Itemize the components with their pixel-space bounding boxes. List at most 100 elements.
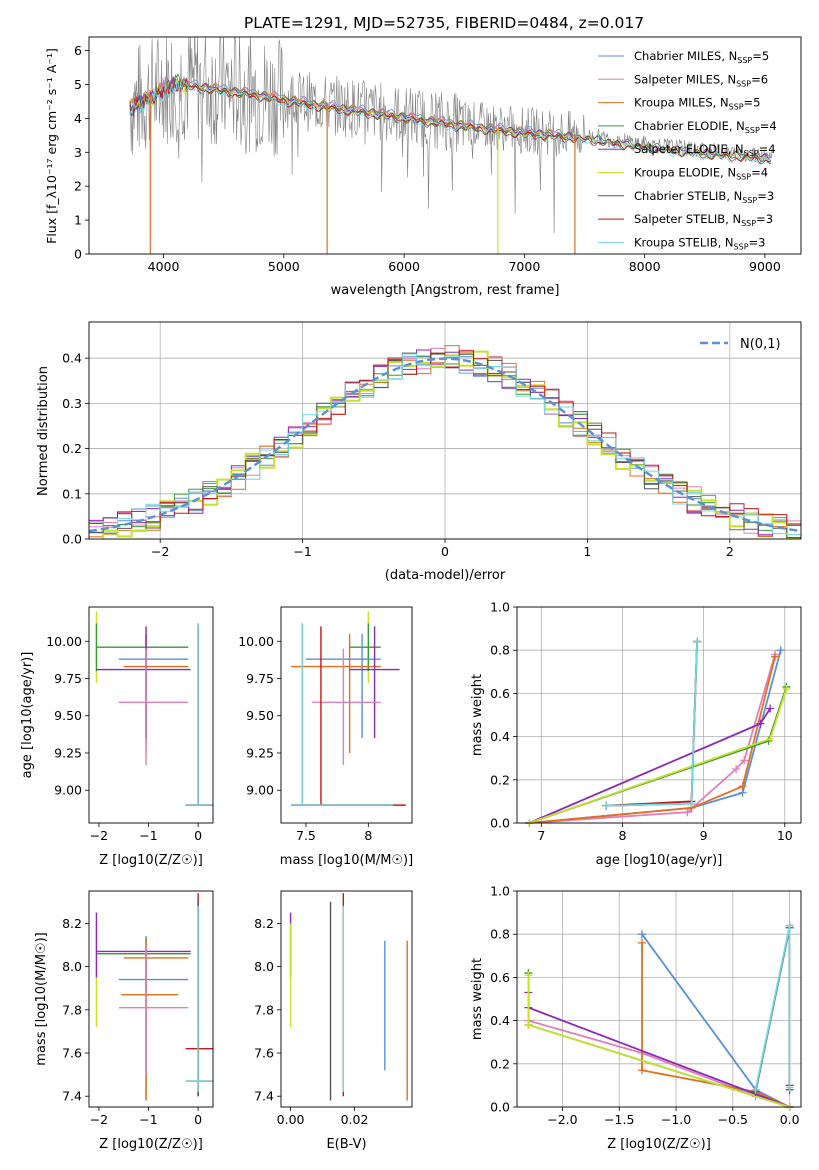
- weight-marker: [776, 646, 785, 655]
- y-tick-label: 0.2: [490, 1056, 510, 1071]
- x-tick-label: 2: [726, 544, 734, 559]
- plot-frame: [516, 606, 802, 824]
- x-tick-label: −2: [90, 828, 108, 843]
- plot-frame: [516, 890, 802, 1108]
- y-tick-label: 7.6: [62, 1046, 82, 1061]
- y-tick-label: 10.00: [238, 634, 274, 649]
- y-tick-label: 0.6: [490, 970, 510, 985]
- weight-line: [527, 973, 790, 1107]
- legend-entry: Kroupa STELIB, NSSP=3: [634, 235, 765, 251]
- legend-entry: Salpeter ELODIE, NSSP=4: [634, 142, 776, 158]
- y-tick-label: 9.25: [246, 745, 274, 760]
- legend-entry: Kroupa ELODIE, NSSP=4: [634, 166, 768, 182]
- weight-marker: [693, 637, 702, 646]
- y-tick-label: 8.0: [62, 959, 82, 974]
- x-tick-label: −2: [151, 544, 169, 559]
- normal-distribution-curve: [88, 357, 802, 533]
- weight-line: [527, 992, 790, 1107]
- weight-vs-age-panel: 7 8 9 10 0.0 0.2 0.4 0.6 0.8 1.0 age [log10(age/yr…: [470, 600, 802, 868]
- x-axis-label: Z [log10(Z/Z☉)]: [99, 853, 203, 868]
- x-tick-label: −2: [90, 1112, 108, 1127]
- y-tick-label: 1: [74, 213, 82, 228]
- y-tick-label: 8.2: [254, 916, 274, 931]
- y-tick-label: 0: [74, 247, 82, 262]
- y-tick-label: 0.3: [62, 396, 82, 411]
- weight-marker: [751, 1085, 760, 1094]
- y-tick-label: 0.4: [62, 351, 82, 366]
- y-tick-label: 1.0: [490, 884, 510, 899]
- legend-entry: Chabrier ELODIE, NSSP=4: [634, 119, 777, 135]
- weight-marker: [782, 685, 791, 694]
- y-axis-label: Flux [f_λ10⁻¹⁷ erg cm⁻² s⁻¹ A⁻¹]: [44, 48, 59, 244]
- x-tick-label: −1: [139, 828, 157, 843]
- x-tick-label: 0: [441, 544, 449, 559]
- y-tick-label: 0.2: [62, 441, 82, 456]
- weight-marker: [766, 734, 775, 743]
- x-tick-label: −2.0: [547, 1112, 577, 1127]
- legend-entry: Kroupa MILES, NSSP=5: [634, 96, 760, 112]
- plot-frame: [88, 606, 214, 824]
- weight-marker: [732, 765, 741, 773]
- y-axis-label: mass weight: [470, 958, 485, 1040]
- model-spectrum-line: [129, 79, 771, 164]
- x-axis-label: wavelength [Angstrom, rest frame]: [331, 283, 560, 298]
- y-tick-label: 0.4: [490, 1013, 510, 1028]
- weight-line: [641, 942, 790, 1107]
- model-spectrum-line: [129, 79, 772, 165]
- legend-entry: Chabrier MILES, NSSP=5: [634, 49, 769, 65]
- weight-marker: [524, 971, 533, 980]
- weight-line: [754, 925, 791, 1090]
- y-tick-label: 1.0: [490, 600, 510, 615]
- plot-frame: [280, 606, 413, 824]
- y-tick-label: 0.8: [490, 927, 510, 942]
- y-tick-label: 0.8: [490, 643, 510, 658]
- y-tick-label: 0.0: [490, 816, 510, 831]
- y-tick-label: 7.4: [254, 1089, 274, 1104]
- weight-marker: [740, 756, 749, 765]
- model-spectrum-line: [129, 78, 771, 165]
- legend-entry: Chabrier STELIB, NSSP=3: [634, 189, 774, 205]
- weight-marker: [602, 801, 611, 810]
- weight-line: [527, 975, 790, 1107]
- y-tick-label: 0.0: [490, 1100, 510, 1115]
- y-tick-label: 0.6: [490, 686, 510, 701]
- x-tick-label: 4000: [148, 259, 180, 274]
- y-axis-label: mass weight: [470, 674, 485, 756]
- y-tick-label: 9.75: [246, 671, 274, 686]
- x-tick-label: 10: [777, 828, 793, 843]
- plot-frame: [280, 890, 413, 1108]
- plot-frame: [88, 321, 802, 540]
- weight-line: [528, 708, 771, 823]
- y-tick-label: 4: [74, 111, 82, 126]
- x-tick-label: 8: [364, 828, 372, 843]
- x-tick-label: 1: [583, 544, 591, 559]
- legend-entry: Salpeter STELIB, NSSP=3: [634, 212, 773, 228]
- spectrum-legend: Chabrier MILES, NSSP=5 Salpeter MILES, NS…: [598, 49, 777, 251]
- weight-marker: [683, 808, 692, 817]
- y-tick-label: 2: [74, 179, 82, 194]
- weight-line: [529, 656, 776, 823]
- x-tick-label: 0.0: [780, 1112, 800, 1127]
- x-tick-label: −1.0: [661, 1112, 691, 1127]
- y-tick-label: 9.50: [246, 708, 274, 723]
- weight-marker: [637, 1066, 646, 1075]
- y-tick-label: 0.1: [62, 486, 82, 501]
- observed-spectrum: [130, 37, 773, 234]
- x-tick-label: 7: [537, 828, 545, 843]
- weight-vs-metallicity-panel: −2.0 −1.5 −1.0 −0.5 0.0 0.0 0.2 0.4 0.6 0.8 1.0 Z […: [470, 884, 802, 1152]
- figure-title: PLATE=1291, MJD=52735, FIBERID=0484, z=0…: [244, 14, 644, 32]
- x-axis-label: (data-model)/error: [385, 568, 506, 583]
- plot-frame: [88, 890, 214, 1108]
- x-tick-label: 0.00: [277, 1112, 305, 1127]
- mass-vs-metallicity-panel: −2 −1 0 7.4 7.6 7.8 8.0 8.2 Z [log10(Z/Z☉)] mass …: [34, 890, 214, 1152]
- x-tick-label: 0: [194, 828, 202, 843]
- x-tick-label: −1: [139, 1112, 157, 1127]
- x-axis-label: mass [log10(M/M☉)]: [280, 853, 413, 868]
- x-tick-label: 9000: [749, 259, 781, 274]
- x-tick-label: −0.5: [718, 1112, 748, 1127]
- x-tick-label: −1: [293, 544, 311, 559]
- age-vs-mass-panel: 7.5 8 9.00 9.25 9.50 9.75 10.00 mass [log10(M/M…: [238, 606, 413, 868]
- weight-marker: [637, 938, 646, 947]
- y-tick-label: 9.25: [54, 745, 82, 760]
- x-tick-label: 8: [619, 828, 627, 843]
